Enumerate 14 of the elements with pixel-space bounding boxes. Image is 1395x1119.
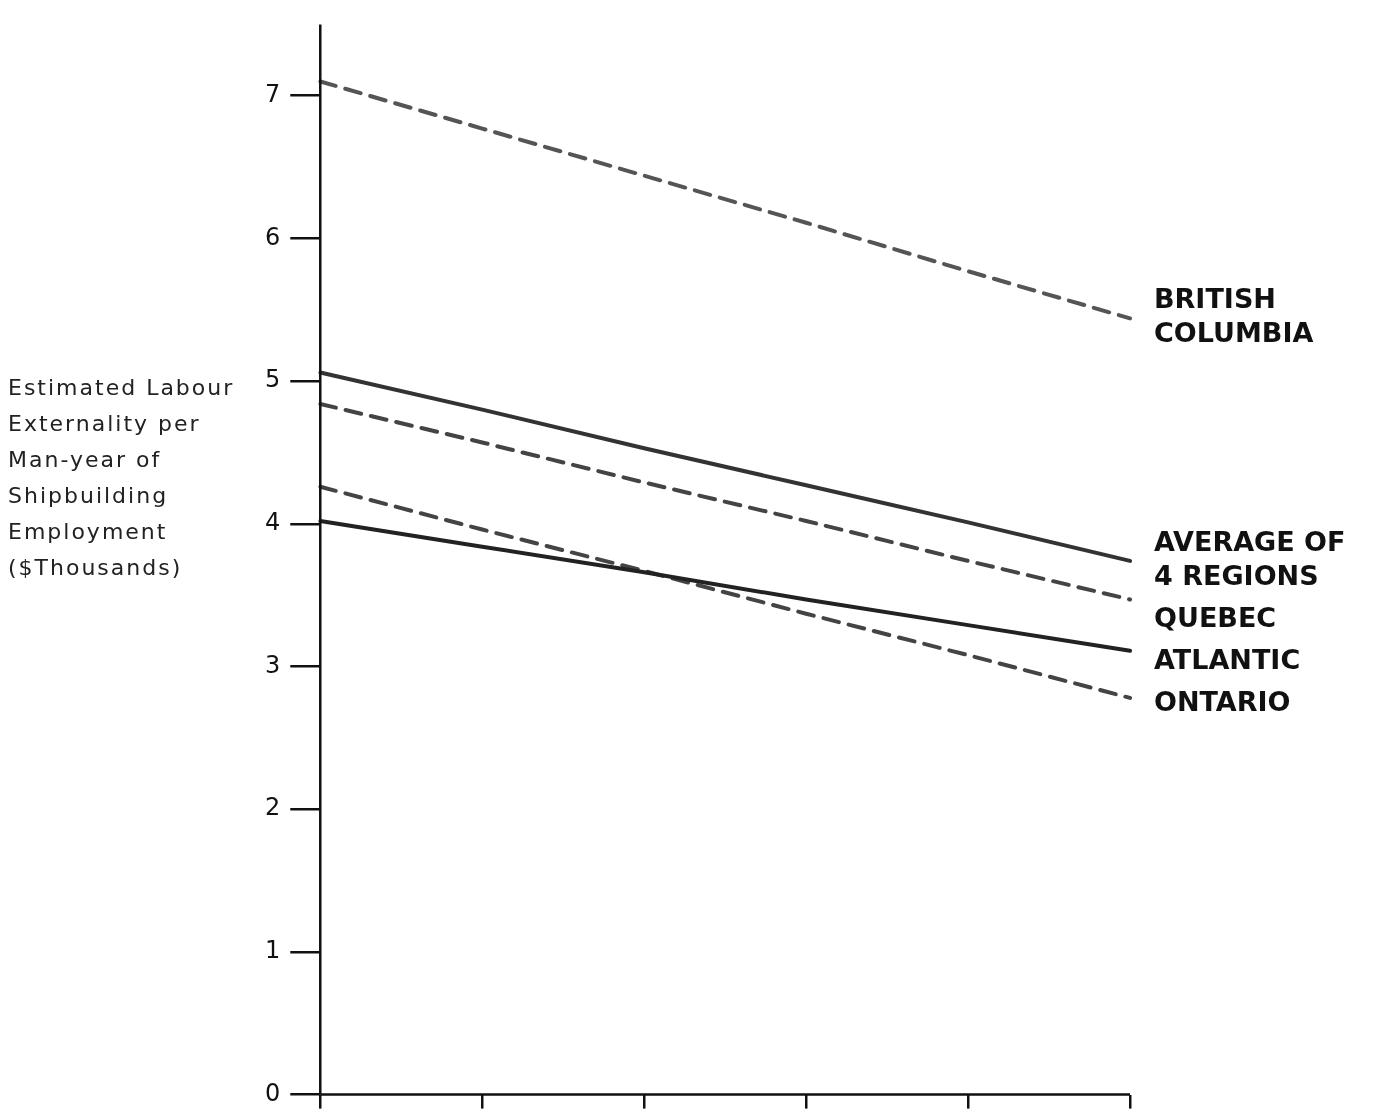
y-tick-label: 1 (264, 936, 281, 965)
series-label: BRITISH COLUMBIA (1154, 283, 1314, 349)
series-label: ATLANTIC (1154, 643, 1301, 675)
series-label: ONTARIO (1154, 685, 1291, 717)
y-tick-label: 3 (264, 650, 281, 679)
series-label: QUEBEC (1154, 601, 1277, 633)
y-tick-label: 5 (264, 365, 281, 394)
y-tick-label: 2 (264, 793, 281, 822)
y-tick-label: 0 (264, 1078, 281, 1107)
y-axis-title: Estimated Labour Externality per Man-year of Shipbuilding Employment ($Thousands) (8, 374, 236, 582)
y-tick-label: 6 (264, 222, 281, 251)
y-tick-label: 7 (264, 79, 281, 108)
y-tick-label: 4 (264, 508, 281, 537)
series-label: AVERAGE OF 4 REGIONS (1154, 525, 1346, 591)
